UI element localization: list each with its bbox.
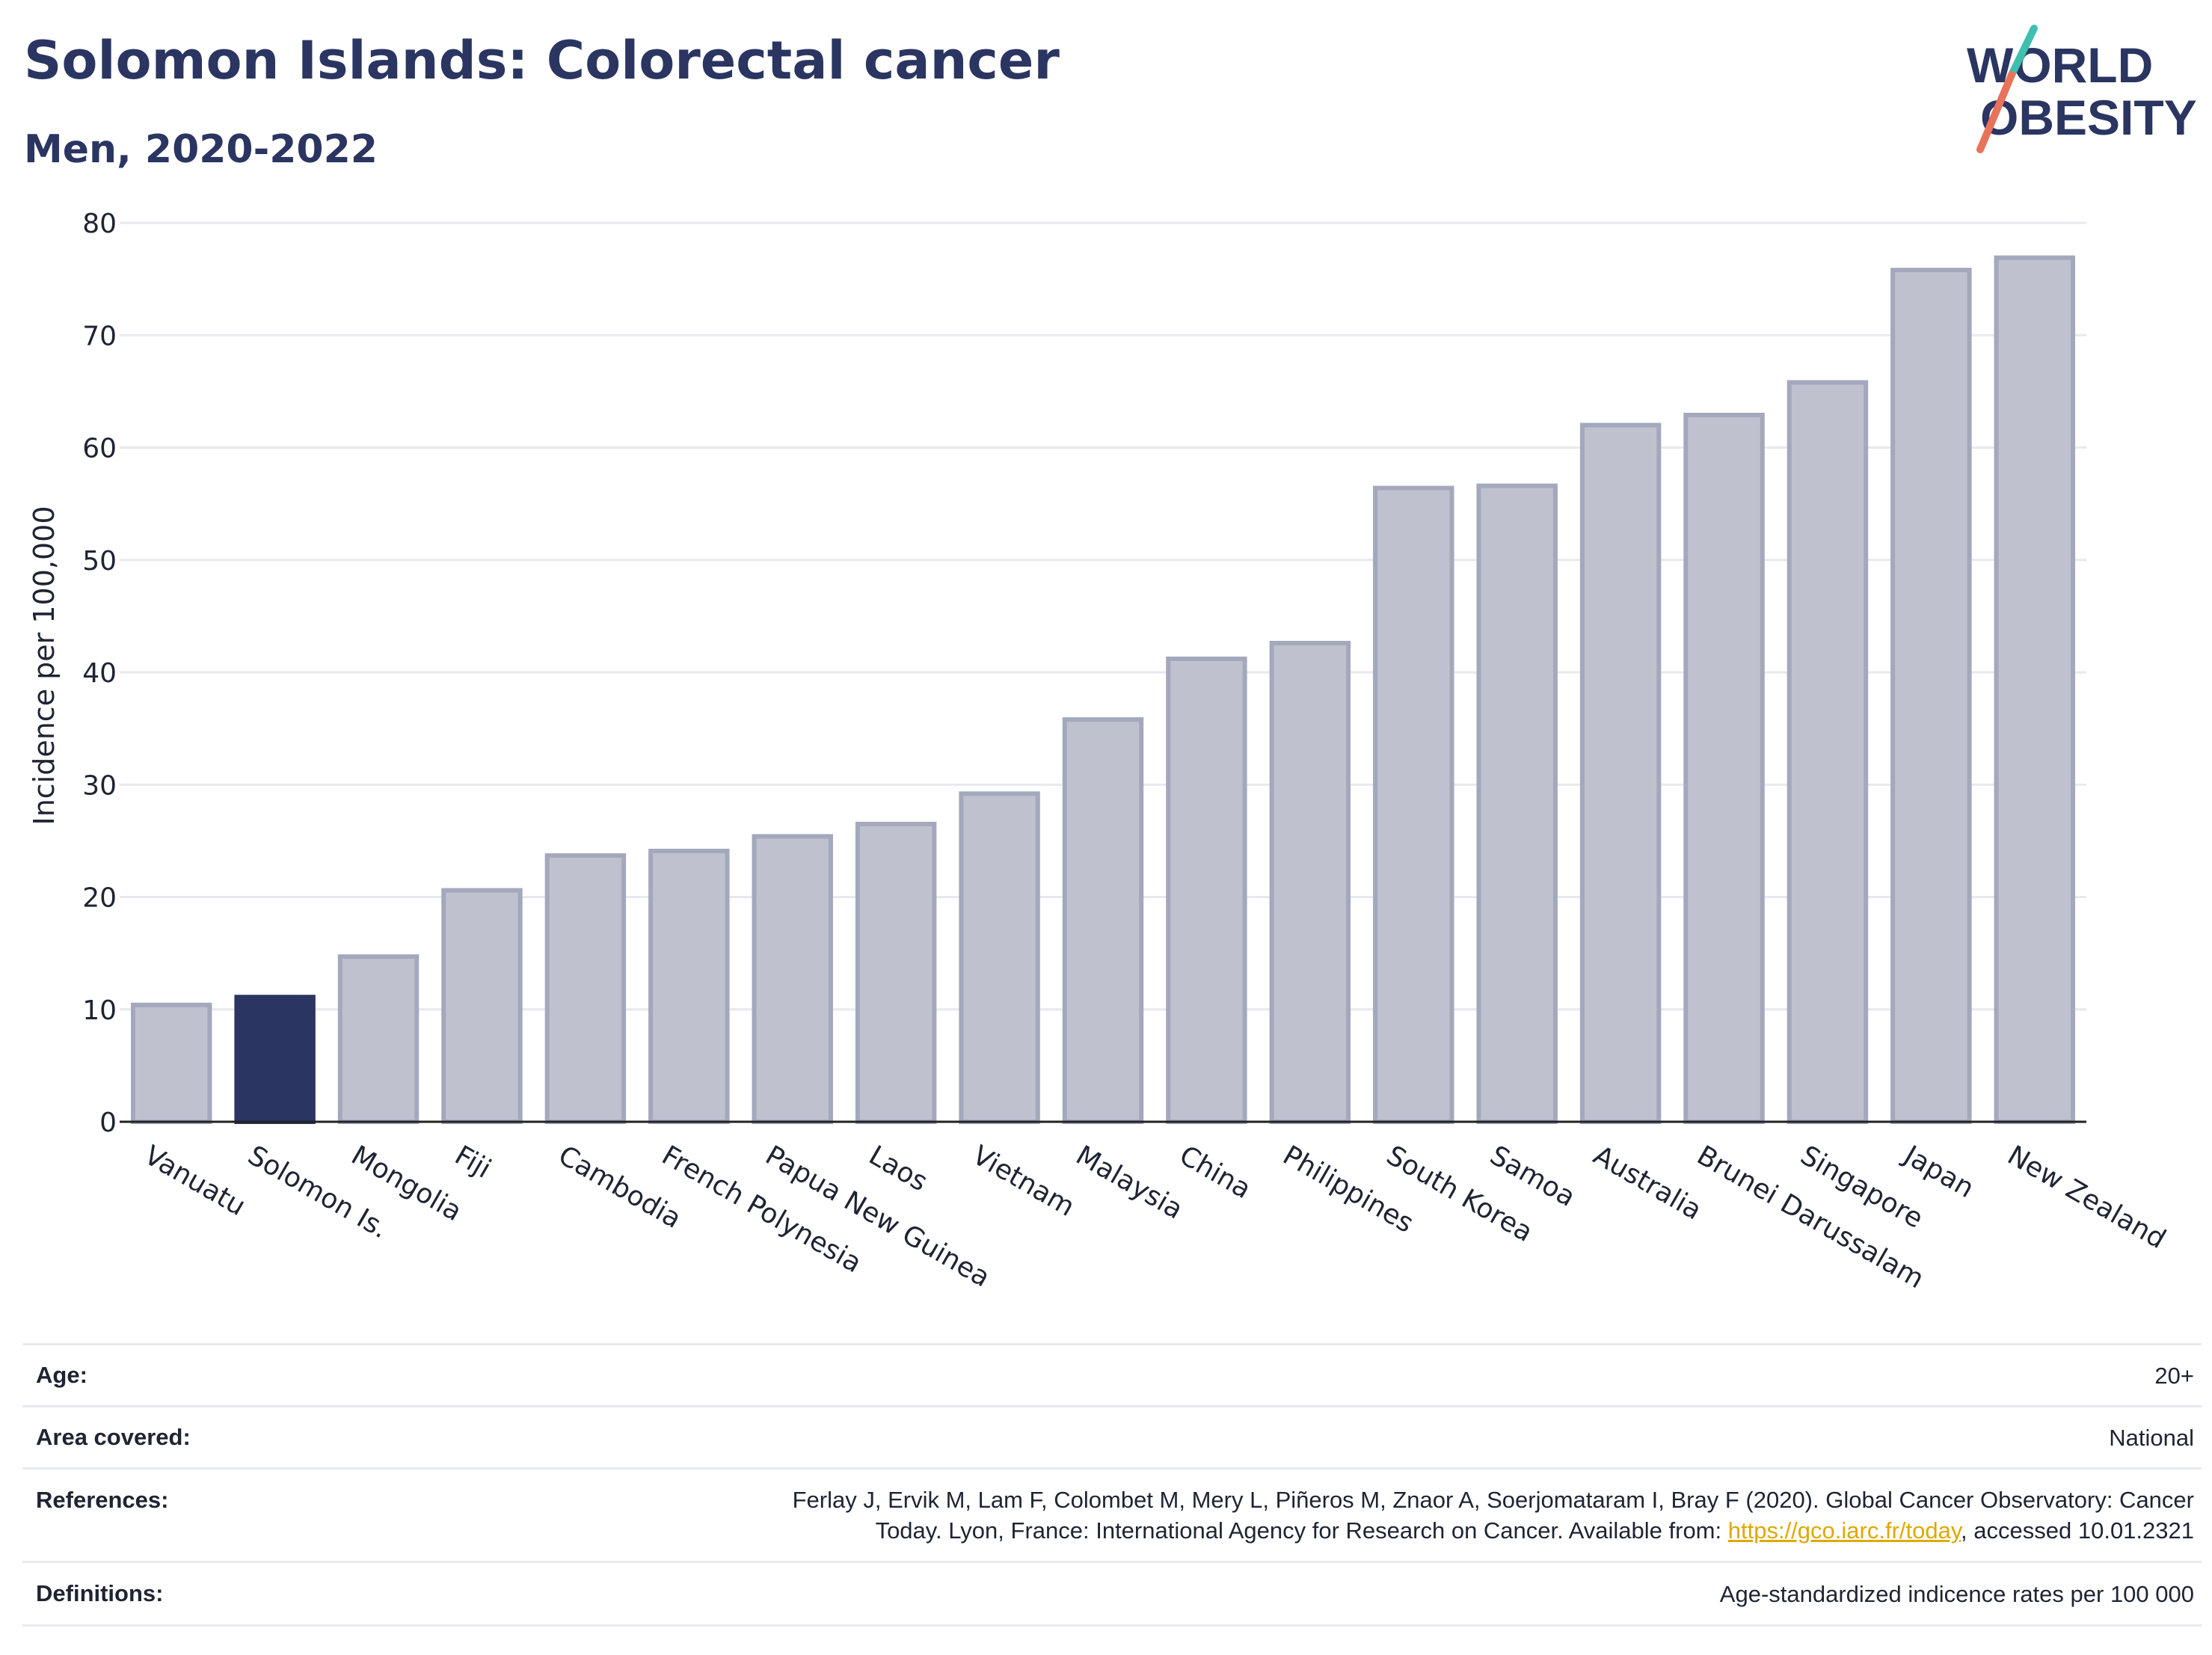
definitions-value: Age-standardized indicence rates per 100… xyxy=(1719,1580,2194,1607)
logo-line1: WORLD xyxy=(1967,37,2153,93)
bar xyxy=(441,888,523,1124)
bar xyxy=(234,995,316,1125)
age-label: Age: xyxy=(36,1362,87,1388)
bar xyxy=(1683,412,1765,1124)
bar xyxy=(1787,380,1869,1125)
x-tick-label: Laos xyxy=(864,1140,933,1197)
bar xyxy=(1579,423,1662,1124)
references-value: Ferlay J, Ervik M, Lam F, Colombet M, Me… xyxy=(793,1484,2202,1546)
x-tick-label: Vietnam xyxy=(967,1140,1079,1223)
area-label: Area covered: xyxy=(36,1424,191,1450)
y-tick-label: 70 xyxy=(82,321,117,351)
info-row-area: Area covered: National xyxy=(22,1405,2202,1467)
bar xyxy=(1269,640,1351,1124)
bar xyxy=(544,853,627,1124)
y-tick-label: 30 xyxy=(82,770,117,801)
area-value: National xyxy=(2109,1424,2194,1451)
references-label: References: xyxy=(36,1487,169,1513)
x-tick-label: Vanuatu xyxy=(139,1140,251,1222)
y-tick-label: 10 xyxy=(82,995,117,1026)
definitions-label: Definitions: xyxy=(36,1580,164,1606)
references-line2-post: , accessed 10.01.2321 xyxy=(1961,1517,2194,1544)
info-row-definitions: Definitions: Age-standardized indicence … xyxy=(22,1561,2202,1627)
bar xyxy=(1890,268,1972,1125)
x-tick-label: Australia xyxy=(1588,1140,1706,1226)
bar xyxy=(1166,656,1247,1124)
x-tick-label: Malaysia xyxy=(1071,1140,1188,1225)
page-subtitle: Men, 2020-2022 xyxy=(24,127,378,172)
bar xyxy=(337,954,420,1124)
y-tick-label: 50 xyxy=(82,546,117,577)
y-tick-label: 40 xyxy=(82,658,117,689)
world-obesity-logo: WORLD OBESITY xyxy=(1967,25,2197,153)
info-row-references: References: Ferlay J, Ervik M, Lam F, Co… xyxy=(22,1467,2202,1561)
logo-line2: OBESITY xyxy=(1980,90,2197,145)
bar xyxy=(1062,717,1144,1124)
bar xyxy=(1373,485,1454,1124)
bar xyxy=(855,821,937,1125)
x-tick-label: Fiji xyxy=(449,1140,496,1185)
y-tick-label: 80 xyxy=(82,209,117,239)
bars xyxy=(120,255,2086,1125)
y-tick-label: 0 xyxy=(99,1108,117,1138)
bar xyxy=(1994,255,2076,1124)
y-tick-labels: 0 10 20 30 40 50 60 70 80 xyxy=(82,209,117,1138)
y-axis-label: Incidence per 100,000 xyxy=(28,506,61,825)
x-tick-label: Japan xyxy=(1897,1139,1979,1204)
references-line1: Ferlay J, Ervik M, Lam F, Colombet M, Me… xyxy=(792,1487,2194,1513)
y-tick-label: 20 xyxy=(82,883,117,914)
info-row-age: Age: 20+ xyxy=(22,1343,2202,1405)
bar xyxy=(1476,483,1558,1124)
bar xyxy=(648,848,730,1124)
x-tick-label: New Zealand xyxy=(2002,1140,2170,1255)
page-title: Solomon Islands: Colorectal cancer xyxy=(24,30,1060,91)
age-value: 20+ xyxy=(2154,1362,2194,1389)
x-tick-label: China xyxy=(1174,1140,1256,1205)
references-line2-pre: Today. Lyon, France: International Agenc… xyxy=(875,1517,1728,1544)
bar xyxy=(752,834,833,1124)
bar xyxy=(959,791,1040,1125)
bar xyxy=(130,1002,212,1124)
y-tick-label: 60 xyxy=(82,434,117,464)
info-table: Age: 20+ Area covered: National Referenc… xyxy=(22,1343,2202,1627)
references-link[interactable]: https://gco.iarc.fr/today xyxy=(1727,1517,1961,1544)
